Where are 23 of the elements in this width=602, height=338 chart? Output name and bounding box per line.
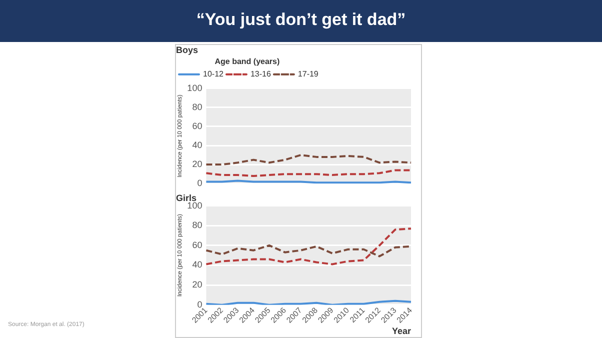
legend-label: 10-12 — [203, 70, 224, 79]
y-tick-label: 0 — [197, 178, 202, 188]
y-tick-label: 80 — [192, 220, 202, 230]
y-tick-label: 0 — [197, 299, 202, 310]
line-series — [205, 244, 412, 258]
y-tick-label: 80 — [192, 102, 202, 112]
y-tick-label: 20 — [192, 159, 202, 170]
y-tick-label: 60 — [192, 120, 202, 131]
y-tick-label: 20 — [192, 280, 202, 290]
line-series — [205, 228, 412, 266]
legend-label: 17-19 — [298, 70, 319, 79]
y-tick-label: 40 — [192, 260, 202, 270]
x-axis-title: Year — [392, 326, 412, 336]
chart-title: Boys — [176, 44, 198, 55]
y-tick-label: 100 — [187, 82, 202, 93]
line-series — [205, 154, 412, 166]
legend-label: 13-16 — [250, 70, 272, 79]
y-tick-label: 60 — [192, 240, 202, 250]
y-tick-label: 100 — [187, 200, 202, 210]
chart-title: Girls — [176, 192, 197, 203]
legend-title: Age band (years) — [214, 57, 280, 66]
y-tick-label: 40 — [192, 140, 202, 150]
text: “You just don’t get it dad” — [195, 10, 407, 30]
